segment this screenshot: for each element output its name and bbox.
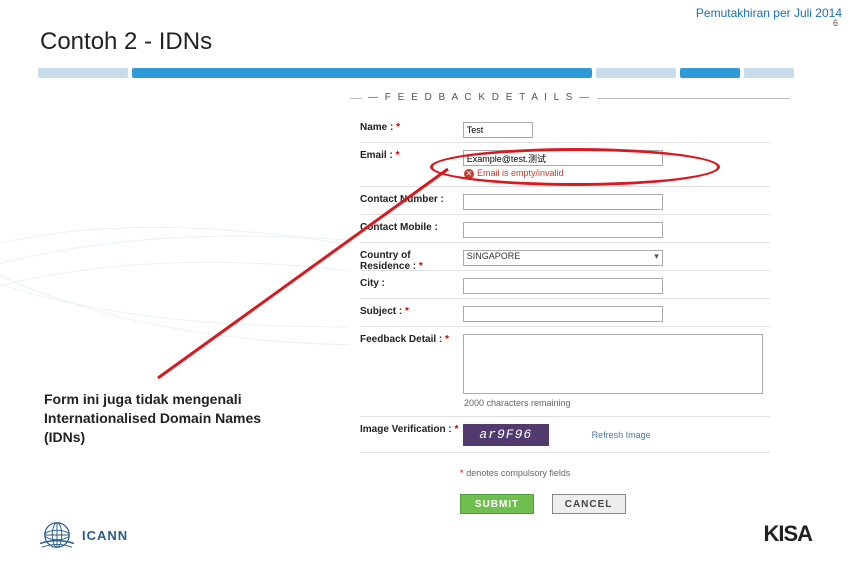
feedback-label: Feedback Detail :	[360, 334, 442, 345]
error-icon: ✕	[464, 169, 474, 179]
globe-icon	[38, 519, 76, 551]
cancel-button[interactable]: CANCEL	[552, 494, 626, 514]
update-note: Pemutakhiran per Juli 2014	[696, 6, 842, 20]
contact-number-input[interactable]	[463, 194, 663, 210]
icann-text: ICANN	[82, 528, 128, 543]
captcha-image: ar9F96	[463, 424, 549, 446]
city-input[interactable]	[463, 278, 663, 294]
contact-mobile-input[interactable]	[463, 222, 663, 238]
page-number: 6	[833, 18, 838, 28]
email-error-text: Email is empty/invalid	[477, 168, 564, 178]
city-label: City :	[360, 278, 460, 289]
country-label: Country of Residence :	[360, 250, 416, 272]
contact-mobile-label: Contact Mobile :	[360, 222, 460, 233]
form-legend: — F E E D B A C K D E T A I L S —	[362, 92, 597, 103]
refresh-captcha-link[interactable]: Refresh Image	[592, 430, 651, 440]
contact-number-label: Contact Number :	[360, 194, 460, 205]
title-colorbar	[38, 68, 812, 78]
annotation-text: Form ini juga tidak mengenali Internatio…	[44, 390, 294, 447]
chars-remaining: 2000 characters remaining	[464, 398, 780, 408]
name-label: Name :	[360, 122, 393, 133]
compulsory-note: denotes compulsory fields	[466, 468, 570, 478]
icann-logo: ICANN	[38, 519, 128, 551]
verification-label: Image Verification :	[360, 424, 452, 435]
subject-input[interactable]	[463, 306, 663, 322]
country-select[interactable]: SINGAPORE	[463, 250, 663, 266]
submit-button[interactable]: SUBMIT	[460, 494, 534, 514]
required-mark: *	[396, 122, 400, 133]
name-input[interactable]	[463, 122, 533, 138]
email-label: Email :	[360, 150, 393, 161]
feedback-textarea[interactable]	[463, 334, 763, 394]
feedback-form-screenshot: — F E E D B A C K D E T A I L S — Name :…	[350, 92, 790, 532]
email-input[interactable]	[463, 150, 663, 166]
subject-label: Subject :	[360, 306, 402, 317]
kisa-logo: KISA	[763, 521, 812, 547]
page-title: Contoh 2 - IDNs	[40, 28, 212, 56]
